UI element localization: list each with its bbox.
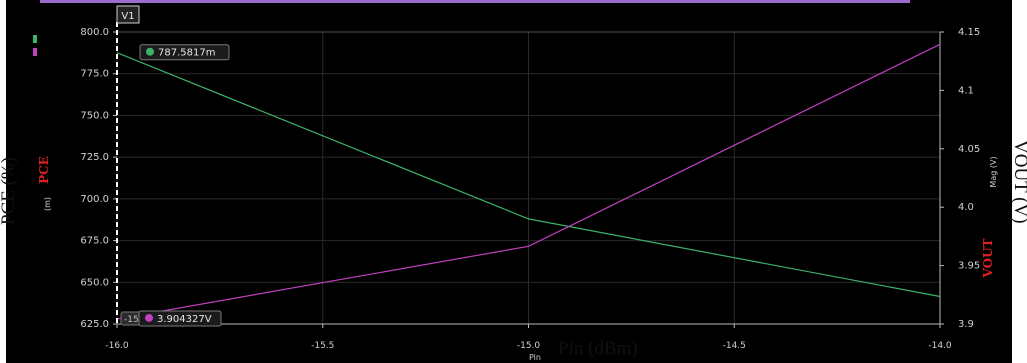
readout-vout-dot	[145, 313, 153, 322]
y-right-tick-label-0: 3.9	[958, 319, 974, 330]
y-left-tick-label-3: 700.0	[80, 194, 109, 205]
series-lines	[116, 43, 941, 320]
readout-vout-value: 3.904327V	[157, 314, 212, 325]
readout-pce-box	[139, 44, 230, 61]
readout-vout-box	[138, 310, 222, 327]
outer-bottom-axis-label: Pin (dBm)	[558, 338, 638, 359]
series-line-pce	[116, 52, 941, 298]
y-left-tick-label-4: 725.0	[80, 152, 109, 163]
y-left-tick-label-1: 650.0	[80, 277, 109, 288]
y-right-tick-label-4: 4.1	[958, 85, 974, 96]
marker-flag[interactable]	[116, 5, 140, 24]
y-right-tick-label-2: 4.0	[958, 202, 974, 213]
marker-name: V1	[121, 11, 134, 22]
x-tick-label-3: -14.5	[723, 341, 746, 351]
outer-right-axis-label: VOUT (V)	[1010, 140, 1027, 224]
x-tick-label-4: -14.0	[928, 341, 952, 351]
inner-x-label: Pin	[529, 353, 541, 362]
inner-left-unit: (m)	[43, 197, 52, 211]
y-left-tick-label-6: 775.0	[80, 69, 109, 80]
readout-x-stub: -15	[124, 315, 139, 325]
trace-legend-green	[33, 35, 37, 43]
inner-right-label: VOUT	[981, 238, 995, 278]
readout-pce-value: 787.5817m	[158, 48, 215, 59]
chart-panel	[6, 0, 1012, 363]
x-tick-label-2: -15.0	[517, 341, 541, 351]
readout-pce-dot	[146, 47, 154, 56]
grid	[116, 31, 941, 325]
y-left-tick-label-7: 800.0	[80, 27, 109, 38]
y-left-tick-label-5: 750.0	[80, 110, 109, 121]
tick-labels: 625.0 650.0 675.0 700.0 725.0 750.0 775.0 800.0…	[80, 27, 980, 351]
y-left-tick-label-2: 675.0	[80, 236, 109, 247]
outer-left-axis-label: PCE (%)	[0, 156, 19, 225]
y-right-tick-label-3: 4.05	[958, 144, 980, 155]
trace-legend-purple	[33, 48, 37, 56]
x-tick-label-1: -15.5	[311, 341, 334, 351]
y-left-tick-label-0: 625.0	[80, 319, 109, 330]
y-right-tick-label-5: 4.15	[958, 27, 980, 38]
inner-left-label: PCE	[37, 156, 51, 184]
x-tick-label-0: -16.0	[105, 341, 129, 351]
inner-right-unit: Mag (V)	[989, 156, 998, 187]
series-line-vout	[116, 43, 941, 320]
y-right-tick-label-1: 3.95	[958, 261, 980, 272]
marker-v1[interactable]: V1 787.5817m -15 3.904327V	[116, 5, 230, 327]
top-purple-bar	[40, 0, 910, 3]
